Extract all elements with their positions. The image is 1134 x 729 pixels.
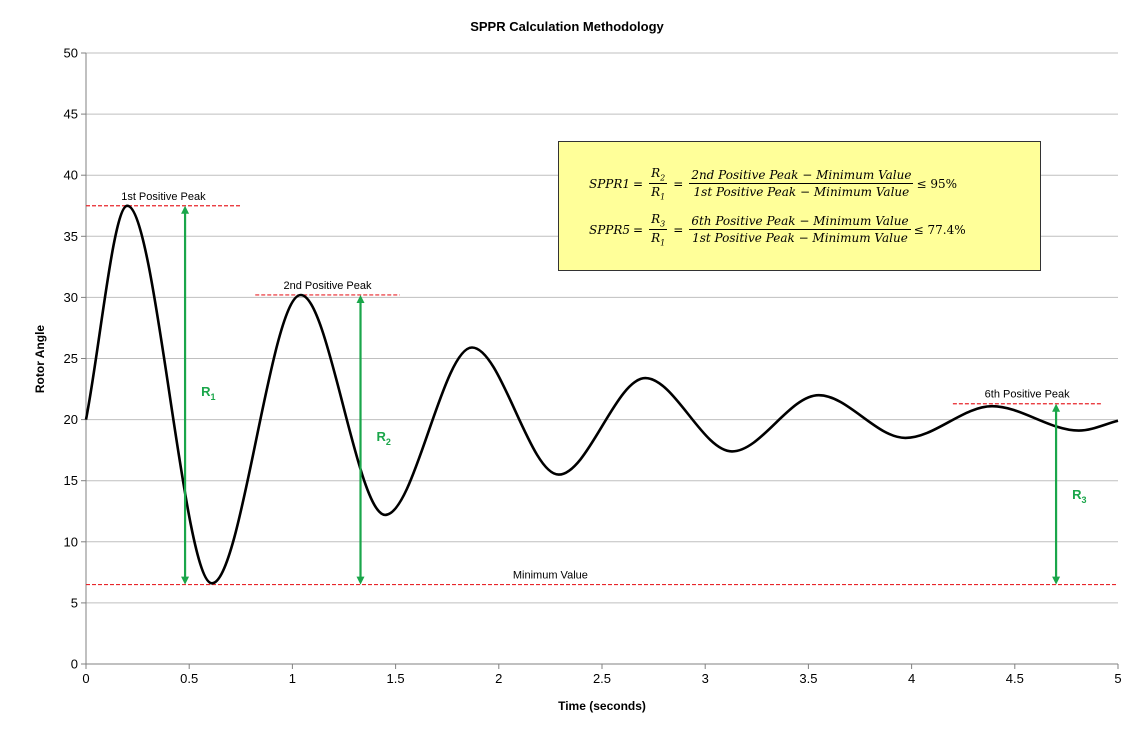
arrow-head-up <box>1052 403 1061 412</box>
formula-box: SPPR1 = R2 R1 = 2nd Positive Peak − Mini… <box>558 141 1041 271</box>
sppr1-formula: SPPR1 = R2 R1 = 2nd Positive Peak − Mini… <box>589 166 957 202</box>
range-label-3: R3 <box>1072 487 1086 505</box>
y-tick-label: 25 <box>64 351 78 366</box>
x-tick-label: 4 <box>908 671 915 686</box>
y-axis-label: Rotor Angle <box>33 325 47 394</box>
sppr5-lhs: SPPR5 <box>589 222 631 237</box>
x-tick-label: 3.5 <box>799 671 817 686</box>
y-tick-label: 35 <box>64 229 78 244</box>
x-tick-label: 1 <box>289 671 296 686</box>
y-tick-label: 10 <box>64 534 78 549</box>
arrow-head-up <box>356 294 365 303</box>
ratio-numerator: 6th Positive Peak − Minimum Value <box>689 214 911 231</box>
x-axis-label: Time (seconds) <box>558 699 646 713</box>
sixth-peak-label: 6th Positive Peak <box>985 389 1070 401</box>
equals-sign: = <box>633 176 644 191</box>
arrow-head-down <box>356 576 365 585</box>
minimum-value-label: Minimum Value <box>513 570 588 582</box>
equals-sign: = <box>673 222 684 237</box>
x-tick-label: 1.5 <box>387 671 405 686</box>
x-tick-label: 5 <box>1114 671 1121 686</box>
arrow-head-down <box>181 576 190 585</box>
r-ratio: R2 R1 <box>649 166 668 202</box>
sppr5-formula: SPPR5 = R3 R1 = 6th Positive Peak − Mini… <box>589 212 966 248</box>
x-tick-label: 0 <box>82 671 89 686</box>
ratio-denominator: 1st Positive Peak − Minimum Value <box>692 231 908 246</box>
first-peak-label: 1st Positive Peak <box>121 191 206 203</box>
second-peak-label: 2nd Positive Peak <box>283 280 372 292</box>
gridlines <box>86 52 1118 604</box>
ratio-den: R <box>651 231 661 246</box>
chart-title: SPPR Calculation Methodology <box>470 19 664 34</box>
y-tick-label: 5 <box>71 595 78 610</box>
ratio-numerator: 2nd Positive Peak − Minimum Value <box>689 168 914 185</box>
ratio-denominator: 1st Positive Peak − Minimum Value <box>693 185 910 200</box>
range-label-2: R2 <box>377 429 391 447</box>
y-tick-label: 50 <box>64 46 78 61</box>
x-tick-label: 3 <box>702 671 709 686</box>
equals-sign: = <box>673 176 684 191</box>
ratio-num: R <box>651 166 661 180</box>
x-tick-label: 2 <box>495 671 502 686</box>
y-tick-label: 45 <box>64 107 78 122</box>
y-tick-label: 40 <box>64 168 78 183</box>
y-tick-label: 15 <box>64 473 78 488</box>
peak-ratio: 2nd Positive Peak − Minimum Value 1st Po… <box>689 168 914 200</box>
ratio-num: R <box>651 212 661 226</box>
sppr1-lhs: SPPR1 <box>589 176 631 191</box>
reference-lines: 1st Positive Peak 2nd Positive Peak 6th Po… <box>86 191 1118 586</box>
x-tick-label: 0.5 <box>180 671 198 686</box>
sppr1-limit: ≤ 95% <box>916 176 958 191</box>
ratio-num-sub: 2 <box>660 173 666 183</box>
x-tick-label: 4.5 <box>1006 671 1024 686</box>
ratio-num-sub: 3 <box>660 219 666 229</box>
x-tick-label: 2.5 <box>593 671 611 686</box>
r-ratio: R3 R1 <box>649 212 668 248</box>
equals-sign: = <box>633 222 644 237</box>
rotor-angle-curve <box>84 204 1119 585</box>
sppr5-limit: ≤ 77.4% <box>913 222 966 237</box>
arrow-head-up <box>181 205 190 214</box>
ratio-den-sub: 1 <box>660 192 666 202</box>
ratio-den: R <box>651 185 661 200</box>
y-tick-label: 20 <box>64 412 78 427</box>
y-tick-label: 30 <box>64 290 78 305</box>
y-tick-label: 0 <box>71 657 78 672</box>
ratio-den-sub: 1 <box>660 238 666 248</box>
arrow-head-down <box>1052 576 1061 585</box>
range-label-1: R1 <box>201 384 215 402</box>
peak-ratio: 6th Positive Peak − Minimum Value 1st Po… <box>689 214 911 246</box>
